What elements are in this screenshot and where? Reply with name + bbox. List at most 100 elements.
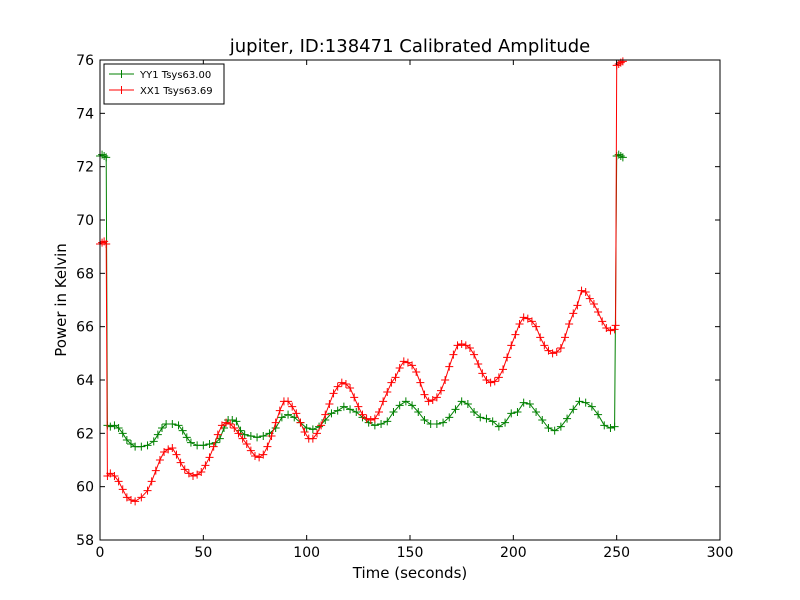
data-point-marker bbox=[527, 317, 536, 326]
data-point-marker bbox=[114, 477, 123, 486]
data-point-marker bbox=[118, 485, 127, 494]
y-tick-label: 76 bbox=[76, 53, 94, 69]
data-point-marker bbox=[451, 405, 460, 414]
y-tick-label: 70 bbox=[76, 213, 94, 229]
data-point-marker bbox=[362, 414, 371, 423]
data-point-marker bbox=[370, 414, 379, 423]
data-point-marker bbox=[118, 429, 127, 438]
data-point-marker bbox=[412, 368, 421, 376]
data-point-marker bbox=[403, 358, 412, 367]
data-point-marker bbox=[525, 400, 534, 408]
data-point-marker bbox=[102, 153, 111, 162]
data-point-marker bbox=[453, 341, 462, 350]
data-point-marker bbox=[137, 442, 146, 451]
data-point-marker bbox=[556, 344, 565, 352]
data-point-marker bbox=[519, 313, 528, 322]
data-point-marker bbox=[238, 434, 247, 443]
data-point-marker bbox=[232, 417, 241, 426]
data-point-marker bbox=[540, 341, 549, 350]
data-point-marker bbox=[552, 348, 561, 356]
data-point-marker bbox=[275, 406, 284, 415]
data-point-marker bbox=[176, 458, 185, 467]
data-point-marker bbox=[465, 344, 474, 352]
data-point-marker bbox=[519, 398, 528, 407]
data-point-marker bbox=[358, 410, 367, 419]
data-point-marker bbox=[217, 421, 226, 430]
data-point-marker bbox=[581, 398, 590, 407]
data-point-marker bbox=[494, 422, 503, 431]
data-point-marker bbox=[470, 350, 479, 359]
data-point-marker bbox=[391, 373, 400, 382]
data-point-marker bbox=[536, 333, 545, 342]
data-point-marker bbox=[184, 469, 193, 478]
data-point-marker bbox=[461, 341, 470, 350]
data-point-marker bbox=[354, 402, 363, 411]
data-point-marker bbox=[106, 422, 115, 431]
data-point-marker bbox=[565, 320, 574, 328]
data-point-marker bbox=[284, 410, 293, 419]
data-point-marker bbox=[606, 326, 615, 335]
data-point-marker bbox=[463, 400, 472, 408]
data-point-marker bbox=[408, 361, 417, 370]
data-point-marker bbox=[532, 322, 541, 331]
data-point-marker bbox=[325, 400, 334, 408]
data-point-marker bbox=[375, 408, 383, 416]
data-point-marker bbox=[563, 414, 572, 423]
data-point-marker bbox=[302, 424, 311, 432]
data-point-marker bbox=[389, 408, 398, 416]
data-point-marker bbox=[213, 430, 222, 439]
y-tick-label: 68 bbox=[76, 266, 94, 282]
y-axis-label: Power in Kelvin bbox=[52, 243, 70, 357]
data-point-marker bbox=[339, 402, 348, 411]
data-point-marker bbox=[228, 416, 237, 424]
data-point-marker bbox=[201, 461, 210, 470]
data-point-marker bbox=[209, 442, 218, 451]
data-point-marker bbox=[288, 402, 297, 411]
data-point-marker bbox=[515, 320, 524, 328]
data-point-marker bbox=[199, 441, 208, 450]
data-point-marker bbox=[538, 416, 547, 424]
data-point-marker bbox=[127, 496, 135, 504]
x-tick-label: 50 bbox=[194, 545, 212, 561]
data-point-marker bbox=[614, 60, 623, 68]
data-point-marker bbox=[569, 309, 578, 318]
x-axis-label: Time (seconds) bbox=[352, 564, 468, 582]
data-point-marker bbox=[341, 380, 350, 388]
data-point-marker bbox=[544, 346, 553, 355]
data-point-marker bbox=[486, 378, 495, 387]
data-point-marker bbox=[507, 341, 516, 350]
data-point-marker bbox=[98, 238, 107, 247]
data-point-marker bbox=[292, 409, 301, 418]
data-point-marker bbox=[548, 349, 557, 358]
data-point-marker bbox=[575, 397, 584, 406]
data-point-marker bbox=[168, 444, 177, 452]
data-point-marker bbox=[143, 486, 152, 495]
data-point-marker bbox=[488, 417, 497, 426]
data-point-marker bbox=[222, 418, 231, 427]
y-tick-label: 58 bbox=[76, 533, 94, 549]
data-point-marker bbox=[399, 357, 408, 366]
data-point-marker bbox=[317, 421, 326, 430]
data-point-marker bbox=[143, 441, 152, 450]
data-point-marker bbox=[499, 365, 507, 374]
data-point-marker bbox=[476, 413, 485, 422]
data-point-marker bbox=[598, 317, 607, 326]
data-point-marker bbox=[383, 417, 392, 426]
data-point-marker bbox=[602, 324, 611, 332]
data-point-marker bbox=[573, 301, 582, 310]
data-point-marker bbox=[470, 408, 479, 416]
x-tick-label: 0 bbox=[96, 545, 105, 561]
data-point-marker bbox=[100, 152, 109, 160]
legend-label: YY1 Tsys63.00 bbox=[139, 70, 211, 81]
data-point-marker bbox=[147, 477, 156, 486]
data-point-marker bbox=[230, 424, 239, 432]
data-point-marker bbox=[482, 376, 491, 384]
data-point-marker bbox=[189, 472, 197, 480]
data-point-marker bbox=[110, 472, 119, 480]
data-point-marker bbox=[255, 453, 264, 462]
plot-series bbox=[96, 57, 627, 506]
data-point-marker bbox=[606, 424, 615, 432]
y-tick-label: 60 bbox=[76, 480, 94, 496]
data-point-marker bbox=[321, 410, 330, 419]
